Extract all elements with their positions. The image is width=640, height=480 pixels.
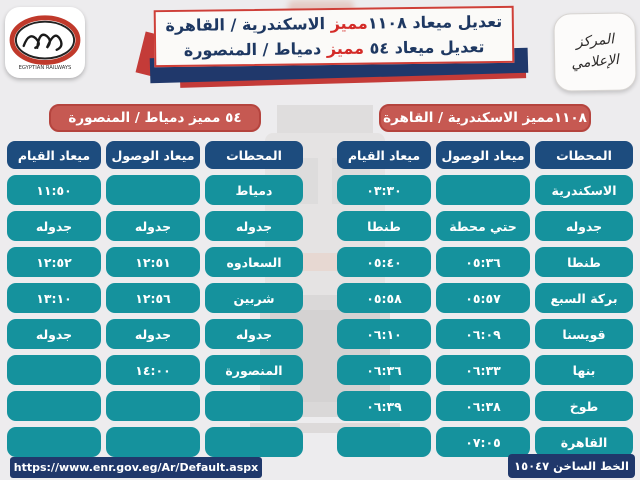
arrival-cell: جدوله xyxy=(106,211,200,241)
banner-line-1-pre: تعديل ميعاد ١١٠٨ xyxy=(367,11,503,33)
station-cell xyxy=(205,391,303,421)
station-cell: جدوله xyxy=(205,319,303,349)
arrival-cell: ١٢:٥٦ xyxy=(106,283,200,313)
media-center-line-2: الإعلامي xyxy=(570,51,620,73)
station-cell: القاهرة xyxy=(535,427,633,457)
station-cell: المنصورة xyxy=(205,355,303,385)
banner-line-1-highlight: مميز xyxy=(330,13,368,33)
table-title-1108: ١١٠٨مميز الاسكندرية / القاهرة xyxy=(379,104,591,132)
arrival-cell xyxy=(436,175,530,205)
column-header-stations: المحطات xyxy=(535,141,633,169)
departure-cell: ١١:٥٠ xyxy=(7,175,101,205)
arrival-cell: ١٢:٥١ xyxy=(106,247,200,277)
banner-line-2: تعديل ميعاد ٥٤ مميز دمياط / المنصورة xyxy=(184,35,485,63)
column-header-stations: المحطات xyxy=(205,141,303,169)
arrival-cell: ١٤:٠٠ xyxy=(106,355,200,385)
table-title-54: ٥٤ مميز دمياط / المنصورة xyxy=(49,104,261,132)
station-cell: بنها xyxy=(535,355,633,385)
departure-cell: ٠٥:٥٨ xyxy=(337,283,431,313)
egyptian-railways-logo: EGYPTIAN RAILWAYS xyxy=(5,7,85,78)
arrival-cell: ٠٦:٣٣ xyxy=(436,355,530,385)
departure-cell: طنطا xyxy=(337,211,431,241)
arrival-cell xyxy=(106,427,200,457)
footer-hotline-badge: الخط الساخن ١٥٠٤٧ xyxy=(508,454,635,478)
schedule-grid-54: المحطات ميعاد الوصول ميعاد القيام دمياط … xyxy=(6,141,304,457)
footer-url-bar[interactable]: https://www.enr.gov.eg/Ar/Default.aspx xyxy=(10,457,262,478)
departure-cell: ٠٦:٣٩ xyxy=(337,391,431,421)
announcement-banner: تعديل ميعاد ١١٠٨مميز الاسكندرية / القاهر… xyxy=(135,5,532,92)
banner-panel: تعديل ميعاد ١١٠٨مميز الاسكندرية / القاهر… xyxy=(153,5,515,68)
departure-cell: ١٣:١٠ xyxy=(7,283,101,313)
column-header-departure: ميعاد القيام xyxy=(337,141,431,169)
departure-cell: ١٢:٥٢ xyxy=(7,247,101,277)
column-header-arrival: ميعاد الوصول xyxy=(436,141,530,169)
station-cell: جدوله xyxy=(205,211,303,241)
station-cell: طنطا xyxy=(535,247,633,277)
departure-cell xyxy=(7,355,101,385)
station-cell: بركة السبع xyxy=(535,283,633,313)
station-cell: شربين xyxy=(205,283,303,313)
arrival-cell: ٠٧:٠٥ xyxy=(436,427,530,457)
departure-cell: جدوله xyxy=(7,211,101,241)
station-cell: الاسكندرية xyxy=(535,175,633,205)
media-center-badge: المركز الإعلامي xyxy=(553,12,637,92)
departure-cell: ٠٣:٣٠ xyxy=(337,175,431,205)
station-cell: السعادوه xyxy=(205,247,303,277)
schedule-table-1108: ١١٠٨مميز الاسكندرية / القاهرة المحطات مي… xyxy=(336,100,634,457)
station-cell: قويسنا xyxy=(535,319,633,349)
departure-cell: ٠٦:١٠ xyxy=(337,319,431,349)
logo-caption: EGYPTIAN RAILWAYS xyxy=(19,65,72,71)
station-cell xyxy=(205,427,303,457)
arrival-cell: ٠٦:٠٩ xyxy=(436,319,530,349)
departure-cell xyxy=(7,427,101,457)
station-cell: دمياط xyxy=(205,175,303,205)
departure-cell: جدوله xyxy=(7,319,101,349)
arrival-cell: ٠٥:٣٦ xyxy=(436,247,530,277)
arrival-cell: حتي محطة xyxy=(436,211,530,241)
departure-cell xyxy=(337,427,431,457)
departure-cell: ٠٥:٤٠ xyxy=(337,247,431,277)
banner-line-1-post: الاسكندرية / القاهرة xyxy=(165,13,331,35)
arrival-cell: ٠٥:٥٧ xyxy=(436,283,530,313)
departure-cell: ٠٦:٣٦ xyxy=(337,355,431,385)
arrival-cell: ٠٦:٣٨ xyxy=(436,391,530,421)
banner-line-2-pre: تعديل ميعاد ٥٤ xyxy=(363,36,485,58)
schedule-table-54: ٥٤ مميز دمياط / المنصورة المحطات ميعاد ا… xyxy=(6,100,304,457)
banner-line-2-highlight: مميز xyxy=(326,38,365,58)
railways-emblem-icon: EGYPTIAN RAILWAYS xyxy=(9,14,81,71)
column-header-arrival: ميعاد الوصول xyxy=(106,141,200,169)
column-header-departure: ميعاد القيام xyxy=(7,141,101,169)
departure-cell xyxy=(7,391,101,421)
station-cell: جدوله xyxy=(535,211,633,241)
arrival-cell xyxy=(106,391,200,421)
arrival-cell: جدوله xyxy=(106,319,200,349)
station-cell: طوخ xyxy=(535,391,633,421)
arrival-cell xyxy=(106,175,200,205)
schedule-grid-1108: المحطات ميعاد الوصول ميعاد القيام الاسكن… xyxy=(336,141,634,457)
banner-line-2-post: دمياط / المنصورة xyxy=(183,38,327,60)
